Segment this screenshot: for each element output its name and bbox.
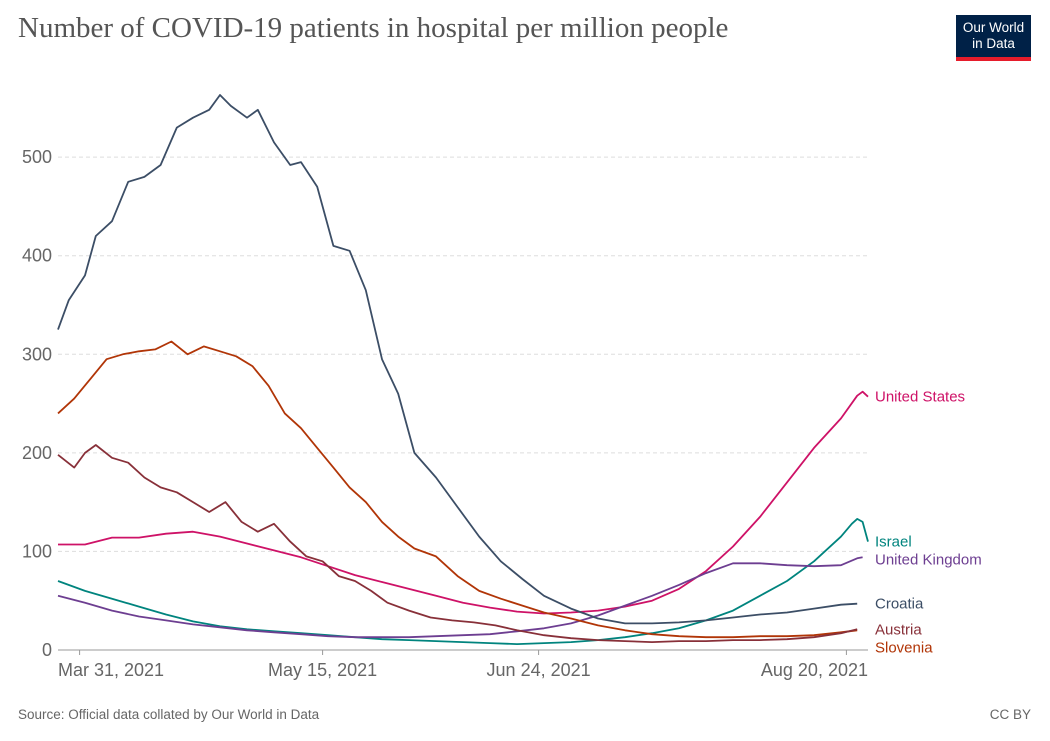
series-label: Austria (875, 621, 922, 638)
series-label: United States (875, 389, 965, 406)
series-label: Israel (875, 534, 912, 551)
series-line-united-kingdom (57, 556, 863, 639)
x-tick-label: Mar 31, 2021 (58, 660, 164, 680)
x-axis: Mar 31, 2021 May 15, 2021 Jun 24, 2021 Aug … (58, 649, 868, 680)
series-line-slovenia (57, 340, 858, 639)
y-tick-label: 400 (22, 246, 52, 266)
series-label: United Kingdom (875, 552, 982, 569)
y-tick-label: 300 (22, 344, 52, 364)
series-line-croatia (57, 94, 858, 625)
y-tick-label: 0 (42, 640, 52, 660)
y-tick-label: 200 (22, 443, 52, 463)
y-tick-label: 500 (22, 147, 52, 167)
series-label: Slovenia (875, 639, 933, 656)
gridlines (58, 156, 868, 552)
logo-line-1: Our World (962, 20, 1025, 35)
source-note[interactable]: Source: Official data collated by Our Wo… (18, 707, 320, 722)
y-tick-label: 100 (22, 541, 52, 561)
logo-line-2: in Data (972, 36, 1015, 51)
x-tick-label: Aug 20, 2021 (761, 660, 868, 680)
y-axis-ticks: 0 100 200 300 400 500 (22, 147, 52, 660)
chart-title: Number of COVID-19 patients in hospital … (18, 12, 729, 44)
owid-logo[interactable]: Our World in Data (956, 15, 1031, 61)
x-tick-label: May 15, 2021 (268, 660, 377, 680)
series-lines (57, 94, 869, 645)
series-line-austria (57, 444, 858, 643)
x-tick-label: Jun 24, 2021 (487, 660, 591, 680)
series-line-united-states (58, 390, 869, 615)
license-note[interactable]: CC BY (989, 707, 1031, 722)
series-label: Croatia (875, 596, 924, 613)
series-line-israel (57, 518, 869, 645)
